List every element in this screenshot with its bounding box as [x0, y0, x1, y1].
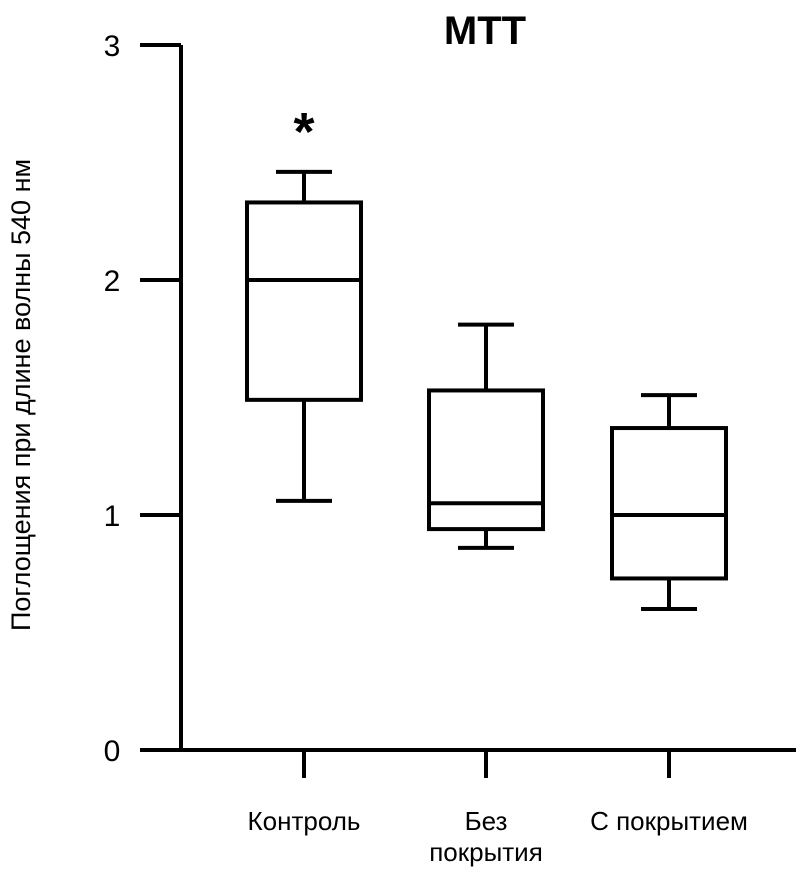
significance-asterisk: * [293, 102, 314, 162]
iqr-box [245, 200, 363, 402]
x-category-label: Без [465, 806, 508, 836]
box-group: Контроль * [245, 102, 363, 836]
y-tick-label: 0 [104, 735, 121, 768]
chart-title: MTT [444, 9, 526, 53]
y-tick-label: 3 [104, 30, 121, 63]
x-category-label: С покрытием [590, 806, 748, 836]
iqr-box [610, 426, 728, 581]
iqr-box [427, 388, 545, 532]
x-category-label: Контроль [248, 806, 361, 836]
box-group: С покрытием [590, 393, 748, 836]
y-axis-label: Поглощения при длине волны 540 нм [6, 159, 36, 631]
x-category-label: покрытия [429, 837, 543, 867]
y-tick-label: 2 [104, 265, 121, 298]
y-tick-label: 1 [104, 500, 121, 533]
